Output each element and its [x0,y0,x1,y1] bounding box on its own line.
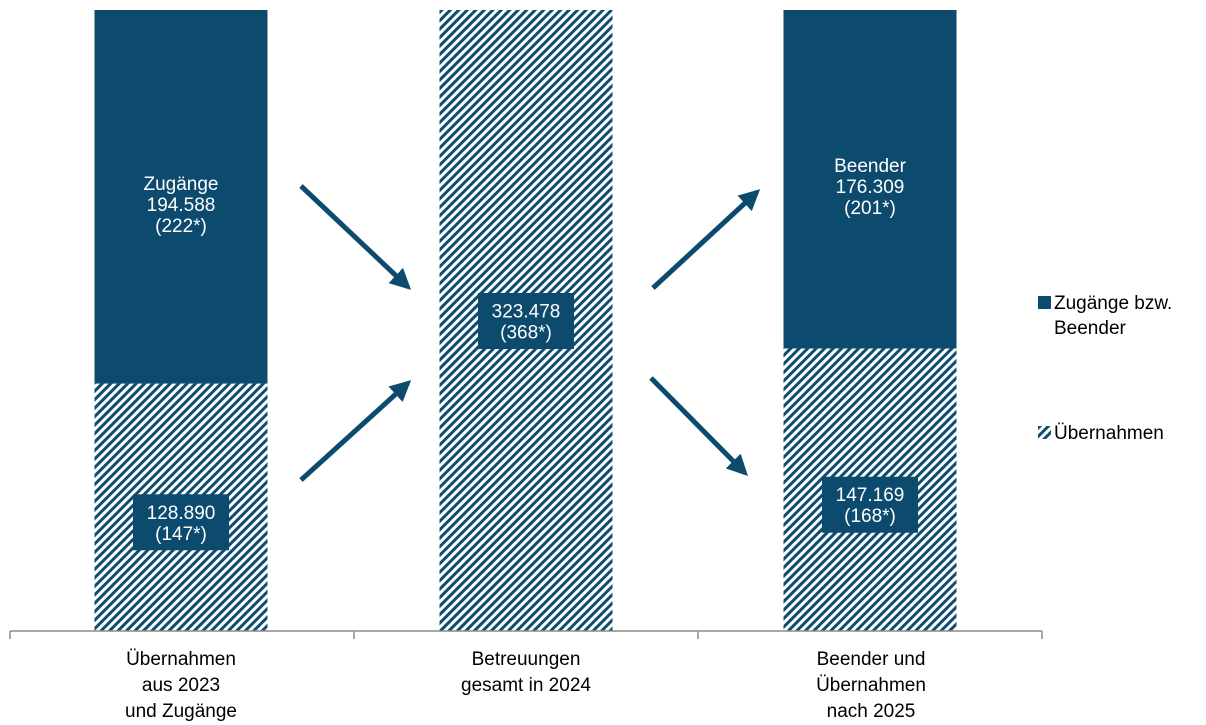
legend-label-uebernahmen: Übernahmen [1054,423,1164,444]
data-label-box [478,293,574,349]
legend-label-zugaenge-beender: Zugänge bzw. Beender [1054,293,1173,339]
arrow-zugaenge-to-total [299,184,412,290]
data-label-text: Zugänge [143,174,218,195]
x-tick-label-line: und Zugänge [125,701,237,722]
bars-layer [94,10,957,631]
x-tick-label-0: Übernahmen aus 2023 und Zugänge [51,647,311,725]
legend-item-zugaenge-beender: Zugänge bzw. Beender [1038,291,1172,341]
data-label-text: Beender [834,156,907,177]
data-label-2: 323.478(368*) [478,293,574,349]
data-label-text: (201*) [844,198,896,219]
data-label-text: 176.309 [836,177,905,198]
bar-0-zugaenge-beender [94,10,268,384]
x-tick-label-1: Betreuungen gesamt in 2024 [396,647,656,699]
bar-2-zugaenge-beender [783,10,957,349]
arrow-total-to-uebernahmen [649,376,748,476]
arrow-total-to-beender [651,189,761,290]
data-label-text: 194.588 [147,195,216,216]
x-tick-label-line: Betreuungen [471,649,581,670]
legend-item-uebernahmen: Übernahmen [1038,421,1164,446]
legend-swatch-hatch [1038,426,1051,439]
x-tick-label-2: Beender und Übernahmen nach 2025 [741,647,1001,725]
x-tick-label-line: Beender und [816,649,926,670]
data-label-text: 128.890 [147,503,216,524]
x-axis [9,630,1043,639]
data-label-text: (368*) [500,323,552,344]
data-label-text: (168*) [844,506,896,527]
data-label-4: 147.169(168*) [822,476,918,533]
x-tick-label-line: Übernahmen [126,649,236,670]
x-tick-label-line: gesamt in 2024 [461,675,591,696]
arrow-uebernahmen-to-total [299,380,412,482]
data-label-1: 128.890(147*) [133,494,229,551]
arrows-layer [299,184,761,482]
x-tick-label-line: Übernahmen [816,675,926,696]
legend-swatch-solid [1038,296,1051,309]
x-tick-label-line: aus 2023 [141,675,221,696]
data-label-text: 323.478 [492,302,561,323]
data-label-text: (222*) [155,216,207,237]
x-tick-label-line: nach 2025 [826,701,916,722]
data-label-text: (147*) [155,524,207,545]
data-label-box [133,494,229,551]
data-label-box [822,476,918,533]
data-label-text: 147.169 [836,485,905,506]
